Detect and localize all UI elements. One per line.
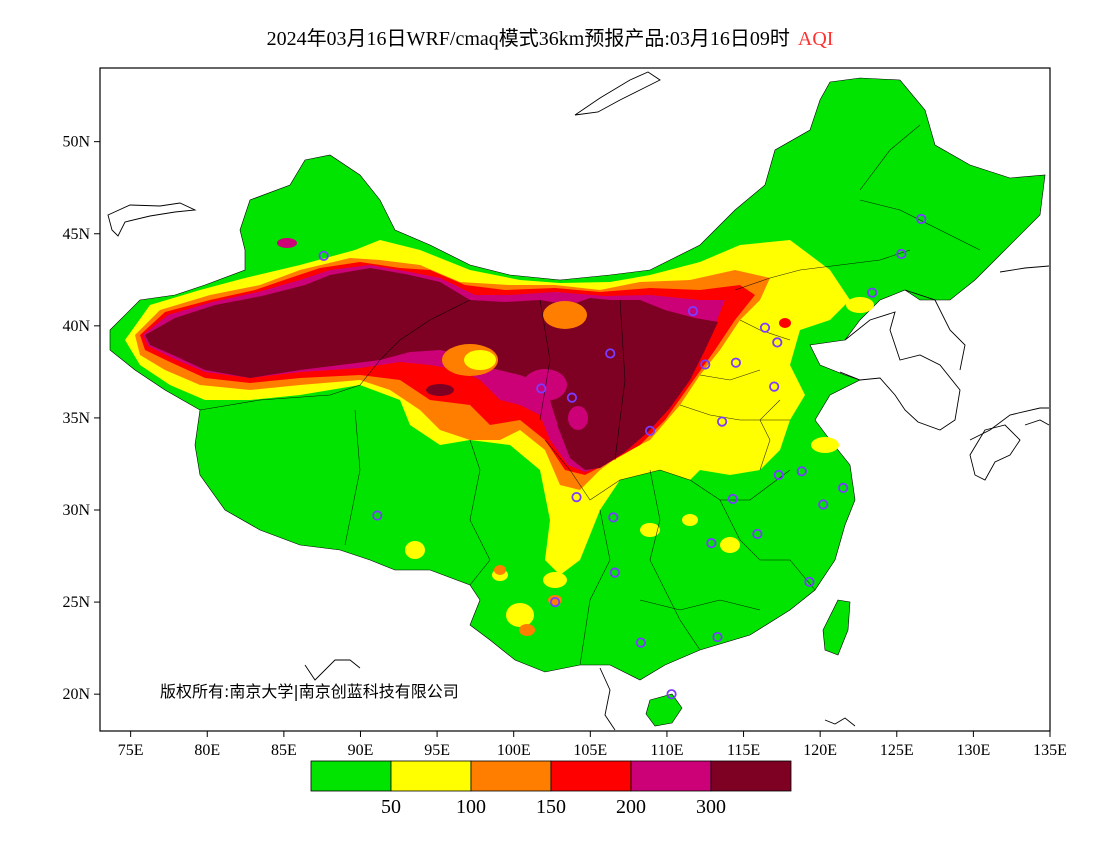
x-tick-label: 110E — [650, 742, 683, 759]
aqi-patch-very-unhealthy — [543, 301, 587, 329]
y-tick-label: 25N — [62, 594, 90, 611]
y-tick-label: 40N — [62, 318, 90, 335]
x-tick-label: 85E — [271, 742, 297, 759]
aqi-patch-moderate — [405, 541, 425, 559]
colorbar-swatch — [710, 760, 792, 792]
aqi-patch-sensitive — [519, 624, 535, 636]
x-tick-label: 135E — [1033, 742, 1067, 759]
city-markers — [318, 213, 927, 700]
y-tick-label: 35N — [62, 410, 90, 427]
city-marker — [769, 381, 780, 392]
colorbar-swatch — [550, 760, 632, 792]
aqi-patch-very-unhealthy — [568, 406, 588, 430]
city-marker — [796, 466, 807, 477]
aqi-patch-sensitive — [494, 565, 506, 575]
aqi-zone-taiwan — [822, 599, 851, 656]
city-marker — [666, 689, 677, 700]
colorbar-swatch — [630, 760, 712, 792]
city-marker — [773, 469, 784, 481]
x-tick-label: 120E — [803, 742, 837, 759]
y-tick-label: 45N — [62, 226, 90, 243]
map-title-main: 2024年03月16日WRF/cmaq模式36km预报产品:03月16日09时 — [266, 28, 790, 50]
aqi-patch-moderate — [846, 297, 874, 313]
city-marker — [700, 359, 711, 370]
city-marker — [804, 576, 815, 587]
city-marker — [549, 596, 561, 608]
city-marker — [644, 425, 656, 436]
city-marker — [566, 392, 578, 403]
province-boundaries — [199, 124, 981, 666]
x-tick-label: 125E — [880, 742, 914, 759]
x-tick-label: 95E — [424, 742, 450, 759]
city-marker — [896, 248, 907, 260]
aqi-patch-moderate — [682, 514, 698, 526]
y-tick-label: 50N — [62, 134, 90, 151]
city-marker — [752, 528, 763, 540]
city-marker — [571, 492, 582, 503]
colorbar-label: 150 — [536, 796, 566, 818]
city-marker — [759, 322, 771, 333]
map-plot-area — [109, 77, 1046, 727]
city-marker — [318, 250, 329, 261]
city-marker — [727, 493, 738, 505]
y-axis-ticks: 20N 25N 30N 35N 40N 45N 50N — [62, 134, 100, 703]
city-marker — [605, 348, 616, 359]
aqi-patch-unhealthy — [779, 318, 791, 328]
city-marker — [772, 337, 783, 348]
city-marker — [712, 631, 723, 643]
map-title: 2024年03月16日WRF/cmaq模式36km预报产品:03月16日09时 A… — [0, 22, 1100, 51]
colorbar-swatch — [310, 760, 392, 792]
city-marker — [635, 637, 646, 648]
city-marker — [730, 357, 741, 368]
city-marker — [867, 287, 878, 298]
colorbar: 50 100 150 200 300 — [310, 760, 792, 818]
copyright-text: 版权所有:南京大学|南京创蓝科技有限公司 — [160, 682, 459, 701]
x-tick-label: 90E — [348, 742, 374, 759]
city-marker — [687, 305, 699, 317]
colorbar-swatch — [470, 760, 552, 792]
aqi-patch-moderate — [811, 437, 839, 453]
colorbar-label: 100 — [456, 796, 486, 818]
colorbar-label: 50 — [381, 796, 401, 818]
aqi-patch-moderate — [543, 572, 567, 588]
y-tick-label: 30N — [62, 502, 90, 519]
city-marker — [372, 510, 383, 521]
x-tick-label: 130E — [956, 742, 990, 759]
y-tick-label: 20N — [62, 686, 90, 703]
aqi-patch-moderate — [640, 523, 660, 537]
colorbar-swatch — [390, 760, 472, 792]
colorbar-label: 200 — [616, 796, 646, 818]
map-title-variable: AQI — [797, 28, 834, 50]
x-tick-label: 115E — [727, 742, 760, 759]
city-marker — [536, 383, 547, 394]
aqi-patch-moderate — [720, 537, 740, 553]
aqi-zone-hainan — [645, 693, 683, 727]
city-marker — [916, 213, 927, 225]
x-tick-label: 105E — [573, 742, 607, 759]
x-axis-ticks: 75E 80E 85E 90E 95E 100E 105E 110E 115E 120E 125E 1… — [118, 731, 1067, 759]
x-tick-label: 80E — [194, 742, 220, 759]
aqi-patch-hazardous — [426, 384, 454, 396]
city-marker — [608, 512, 619, 523]
map-frame — [99, 67, 1051, 732]
aqi-patch-unhealthy — [277, 238, 297, 248]
colorbar-label: 300 — [696, 796, 726, 818]
city-marker — [818, 499, 829, 510]
coastlines — [107, 71, 1050, 731]
city-marker — [838, 482, 849, 493]
x-tick-label: 75E — [118, 742, 144, 759]
aqi-patch-unhealthy — [464, 350, 496, 370]
city-marker — [716, 416, 728, 427]
aqi-patch-moderate — [506, 603, 534, 627]
city-marker — [706, 538, 717, 549]
x-tick-label: 100E — [497, 742, 531, 759]
city-marker — [609, 567, 620, 578]
